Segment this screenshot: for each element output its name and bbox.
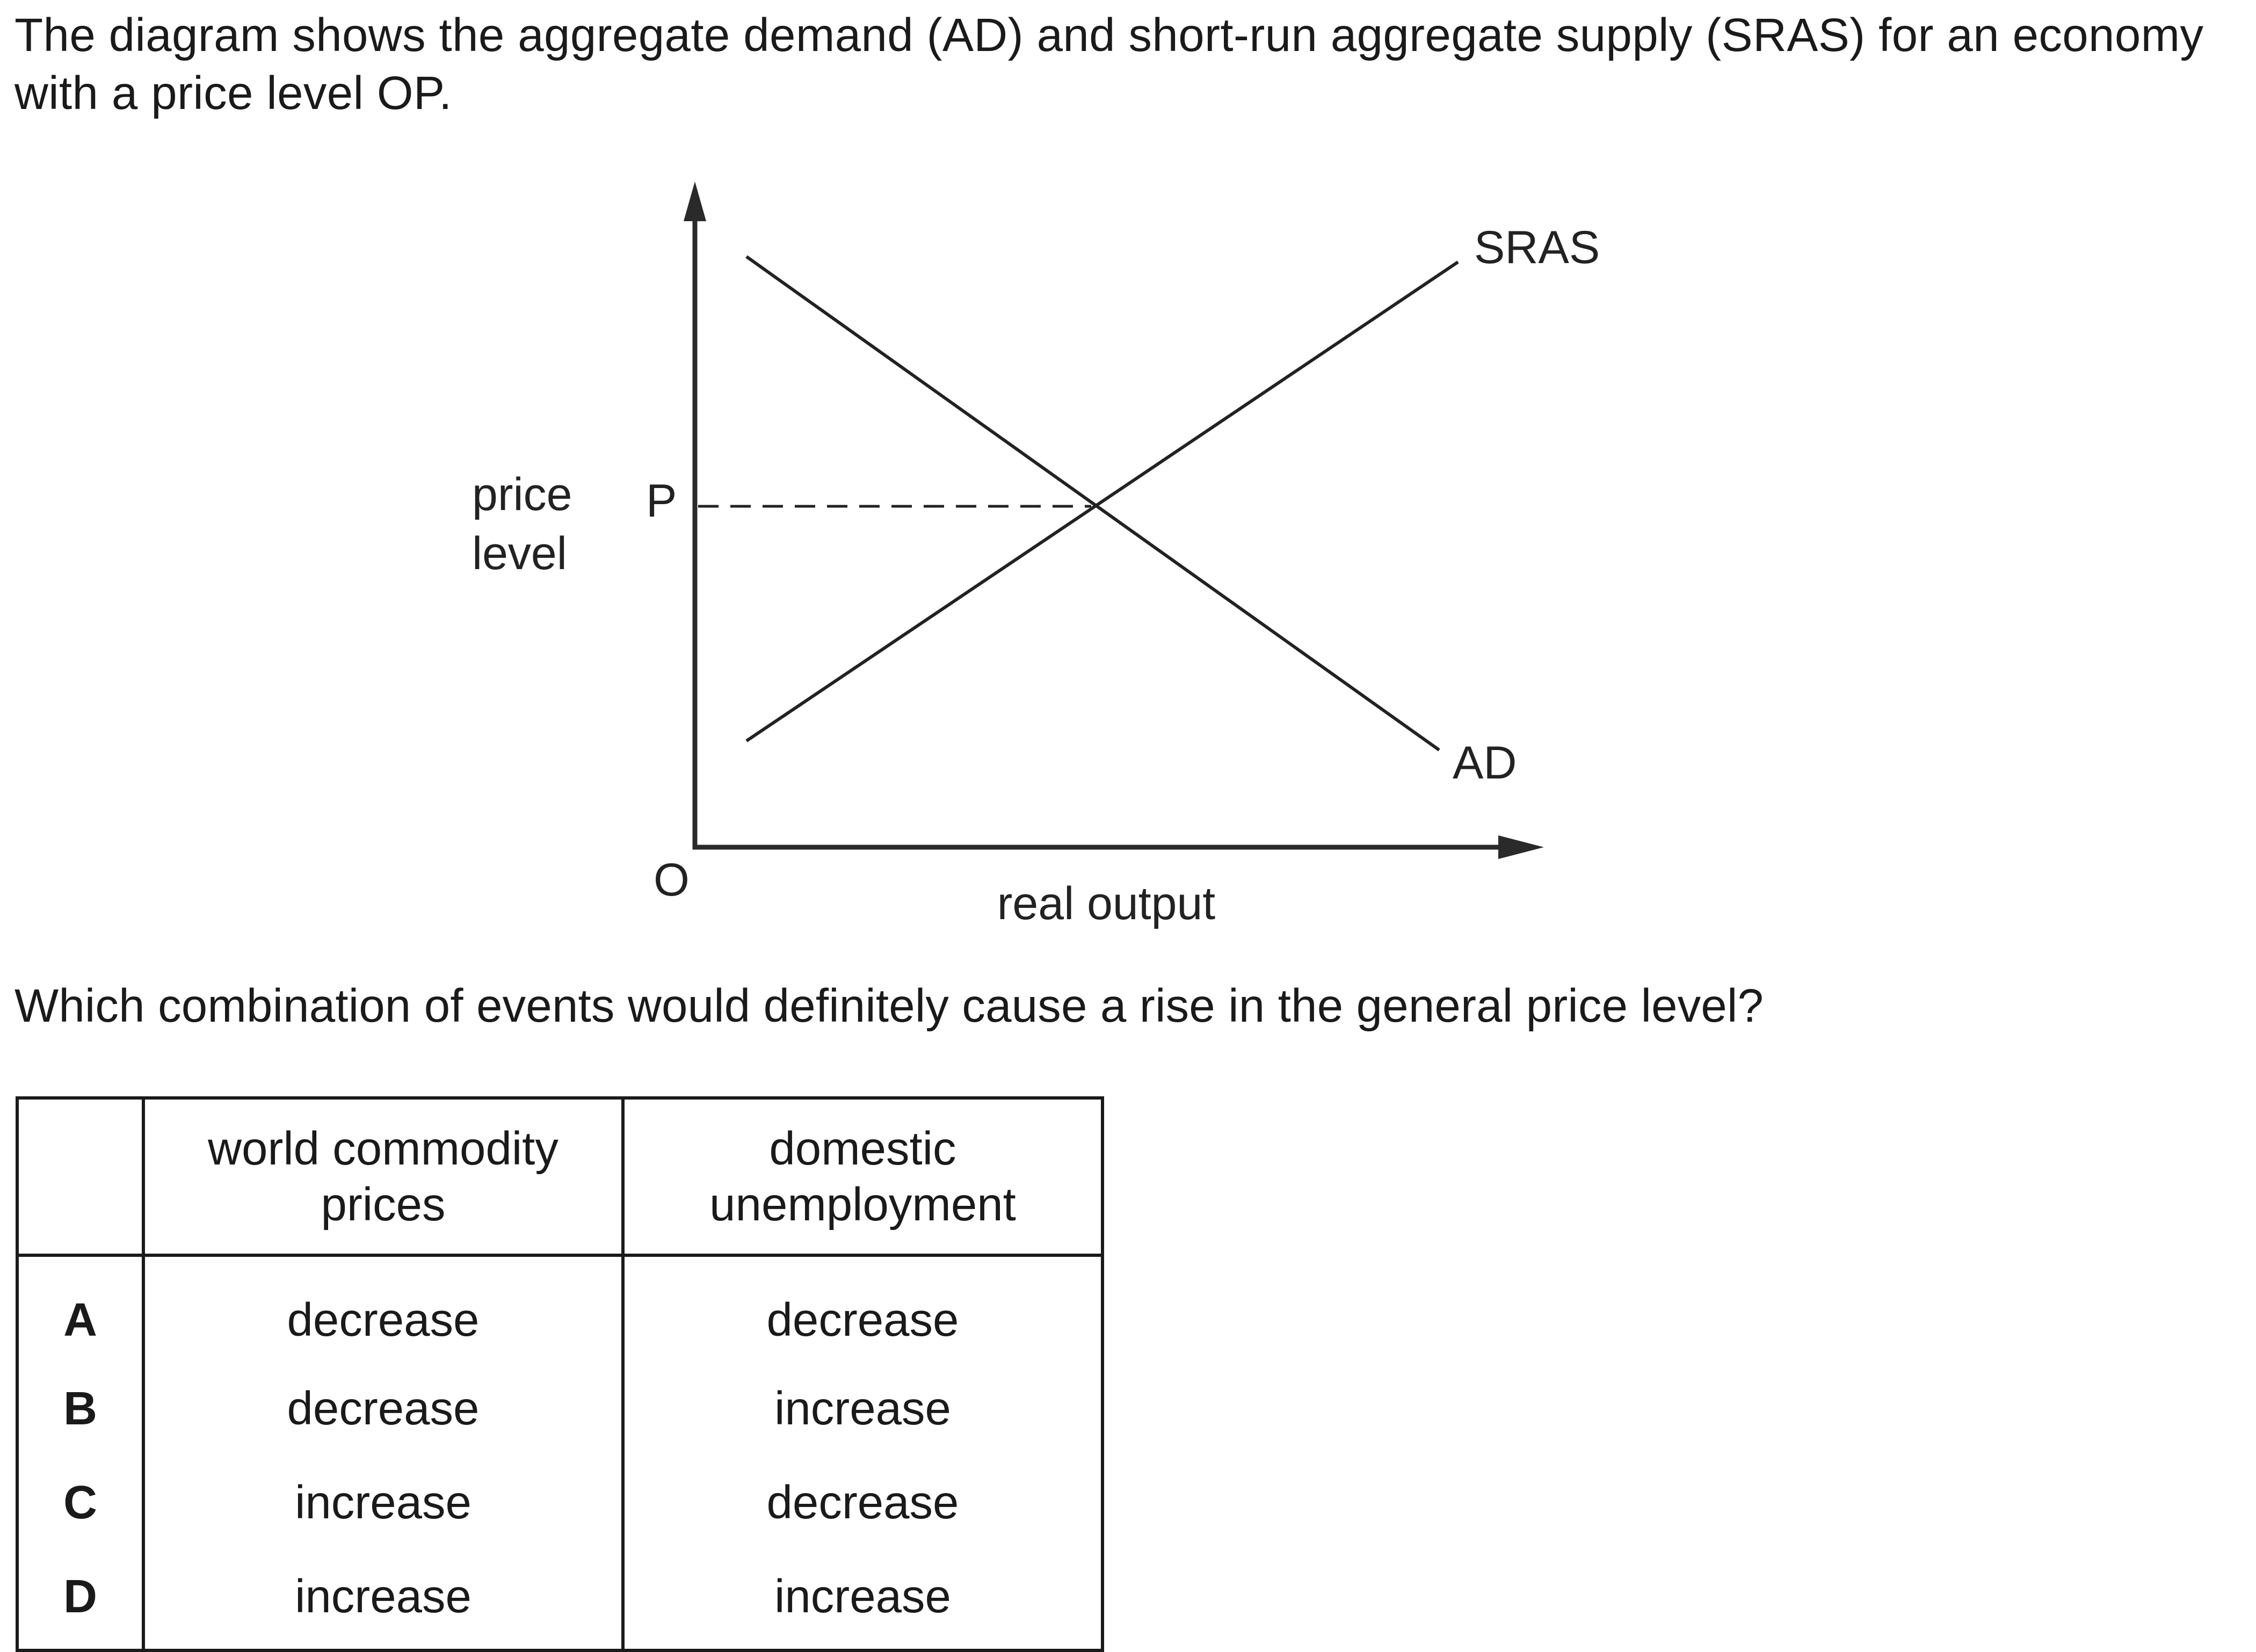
table-header-row: world commodity prices domestic unemploy…	[16, 1096, 1104, 1257]
option-key: D	[16, 1549, 145, 1652]
price-label: P	[646, 475, 677, 527]
unemployment-cell: increase	[621, 1362, 1104, 1455]
table-row: D increase increase	[16, 1549, 1104, 1652]
x-axis-arrowhead	[1498, 835, 1544, 859]
option-key: B	[16, 1362, 145, 1455]
table-row: A decrease decrease	[16, 1255, 1104, 1362]
ad-sras-diagram: SRAS AD P price level O real output	[472, 181, 1600, 929]
header-key-cell	[16, 1096, 145, 1257]
header-world-commodity-prices: world commodity prices	[142, 1096, 625, 1257]
y-axis-label-line2: level	[472, 528, 567, 579]
origin-label: O	[654, 854, 690, 906]
sras-label: SRAS	[1474, 222, 1600, 273]
sras-curve	[745, 260, 1459, 743]
commodity-price-cell: decrease	[142, 1255, 625, 1362]
commodity-price-cell: decrease	[142, 1362, 625, 1455]
commodity-price-cell: increase	[142, 1455, 625, 1549]
ad-label: AD	[1453, 737, 1517, 789]
unemployment-cell: decrease	[621, 1455, 1104, 1549]
table-row: B decrease increase	[16, 1362, 1104, 1455]
unemployment-cell: increase	[621, 1549, 1104, 1652]
y-axis-label-line1: price	[472, 469, 572, 520]
y-axis-arrowhead	[684, 181, 706, 221]
header-domestic-unemployment: domestic unemployment	[621, 1096, 1104, 1257]
answer-options-table: world commodity prices domestic unemploy…	[16, 1096, 1104, 1652]
ad-curve	[745, 255, 1440, 752]
option-key: A	[16, 1255, 145, 1362]
x-axis-label: real output	[997, 878, 1216, 929]
commodity-price-cell: increase	[142, 1549, 625, 1652]
table-row: C increase decrease	[16, 1455, 1104, 1549]
intro-text: The diagram shows the aggregate demand (…	[14, 9, 2204, 119]
unemployment-cell: decrease	[621, 1255, 1104, 1362]
option-key: C	[16, 1455, 145, 1549]
question-text: Which combination of events would defini…	[14, 980, 1764, 1032]
